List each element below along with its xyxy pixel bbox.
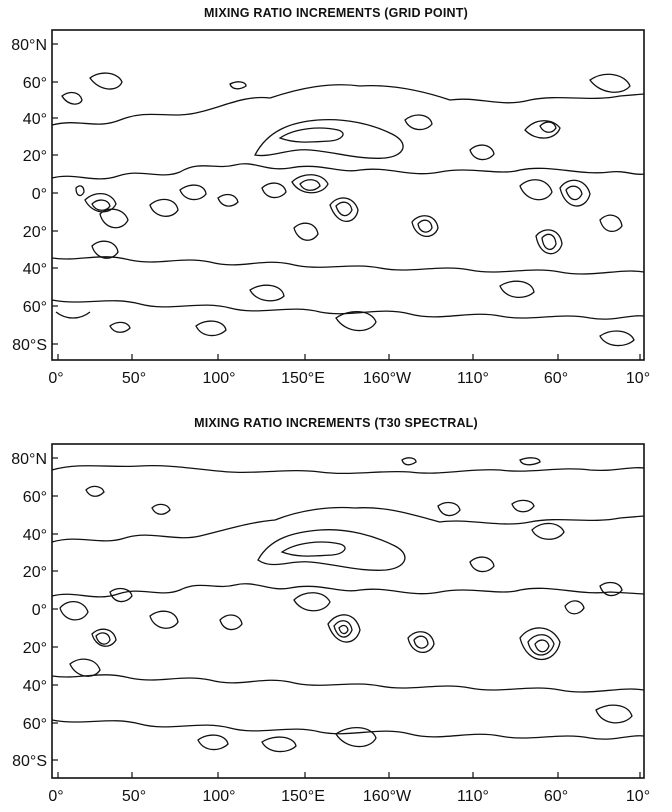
y-label: 60° <box>23 75 47 92</box>
y-label: 0° <box>32 186 47 203</box>
y-label: 40° <box>23 678 47 695</box>
x-label: 100° <box>202 788 235 805</box>
y-label: 80°S <box>12 337 47 354</box>
panel-title: MIXING RATIO INCREMENTS (T30 SPECTRAL) <box>194 416 478 430</box>
y-label: 40° <box>23 527 47 544</box>
contour-map-t30-spectral: 80°N 60° 40° 20° 0° 20° 40° 60° 80°S 0° … <box>11 443 650 805</box>
panel-grid-point: MIXING RATIO INCREMENTS (GRID POINT) 80°… <box>0 0 672 400</box>
y-label: 20° <box>23 224 47 241</box>
y-label: 60° <box>23 299 47 316</box>
x-label: 160°W <box>363 370 412 387</box>
x-axis-labels: 0° 50° 100° 150°E 160°W 110° 60° 10° <box>48 370 650 387</box>
x-label: 110° <box>457 370 489 387</box>
x-label: 10° <box>626 788 650 805</box>
map-frame <box>51 29 645 361</box>
x-label: 100° <box>202 370 235 387</box>
y-label: 40° <box>23 111 47 128</box>
panel-title: MIXING RATIO INCREMENTS (GRID POINT) <box>204 6 468 20</box>
x-label: 50° <box>122 788 146 805</box>
y-axis-labels: 80°N 60° 40° 20° 0° 20° 40° 60° 80°S <box>11 451 47 770</box>
x-axis-labels: 0° 50° 100° 150°E 160°W 110° 60° 10° <box>48 788 650 805</box>
contour-lines <box>51 457 645 753</box>
x-label: 60° <box>544 370 568 387</box>
y-ticks <box>52 457 58 761</box>
x-label: 150°E <box>281 788 325 805</box>
panel-t30-spectral: MIXING RATIO INCREMENTS (T30 SPECTRAL) 8… <box>0 410 672 810</box>
y-label: 60° <box>23 489 47 506</box>
y-label: 20° <box>23 148 47 165</box>
x-ticks <box>57 354 641 360</box>
y-label: 60° <box>23 716 47 733</box>
y-label: 80°N <box>11 451 47 468</box>
contour-lines <box>51 72 645 347</box>
map-frame <box>51 443 645 779</box>
y-label: 80°N <box>11 37 47 54</box>
x-label: 150°E <box>281 370 325 387</box>
x-label: 0° <box>48 788 63 805</box>
x-label: 60° <box>544 788 568 805</box>
y-axis-labels: 80°N 60° 40° 20° 0° 20° 40° 60° 80°S <box>11 37 47 354</box>
y-ticks <box>52 43 58 345</box>
y-label: 80°S <box>12 753 47 770</box>
x-label: 110° <box>457 788 489 805</box>
y-label: 40° <box>23 261 47 278</box>
x-label: 160°W <box>363 788 412 805</box>
contour-map-grid-point: 80°N 60° 40° 20° 0° 20° 40° 60° 80°S 0° … <box>11 29 650 387</box>
y-label: 20° <box>23 640 47 657</box>
y-label: 20° <box>23 564 47 581</box>
y-label: 0° <box>32 602 47 619</box>
x-label: 0° <box>48 370 63 387</box>
x-ticks <box>57 772 641 778</box>
x-label: 10° <box>626 370 650 387</box>
x-label: 50° <box>122 370 146 387</box>
